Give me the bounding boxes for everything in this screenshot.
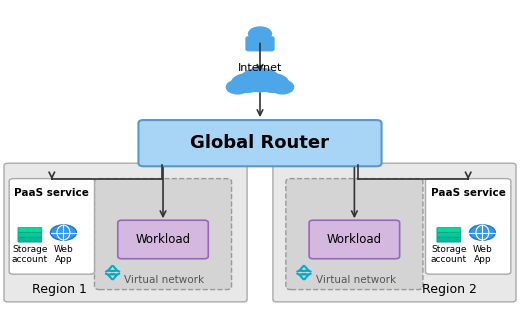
Text: Web
App: Web App (54, 245, 73, 264)
FancyBboxPatch shape (9, 179, 95, 274)
FancyBboxPatch shape (118, 220, 209, 259)
Circle shape (231, 74, 263, 92)
Text: PaaS service: PaaS service (431, 188, 505, 198)
Text: Workload: Workload (135, 233, 191, 246)
FancyBboxPatch shape (425, 179, 511, 274)
FancyBboxPatch shape (18, 238, 42, 242)
Circle shape (470, 225, 496, 240)
FancyBboxPatch shape (239, 82, 281, 91)
FancyBboxPatch shape (246, 37, 274, 51)
FancyBboxPatch shape (309, 220, 400, 259)
Text: Virtual network: Virtual network (316, 275, 396, 285)
Circle shape (249, 27, 271, 40)
FancyBboxPatch shape (4, 163, 247, 302)
Text: PaaS service: PaaS service (15, 188, 89, 198)
Text: Region 2: Region 2 (422, 283, 477, 296)
FancyBboxPatch shape (437, 238, 461, 242)
Text: Storage
account: Storage account (431, 245, 467, 264)
Circle shape (240, 68, 280, 92)
Text: Storage
account: Storage account (12, 245, 48, 264)
Circle shape (271, 80, 294, 94)
FancyBboxPatch shape (286, 179, 423, 290)
Text: Workload: Workload (327, 233, 382, 246)
FancyBboxPatch shape (138, 120, 382, 166)
Circle shape (50, 225, 76, 240)
Text: Region 1: Region 1 (32, 283, 87, 296)
FancyBboxPatch shape (95, 179, 231, 290)
Circle shape (257, 74, 289, 92)
Circle shape (226, 80, 249, 94)
Text: Web
App: Web App (473, 245, 492, 264)
Text: Internet: Internet (238, 63, 282, 73)
FancyBboxPatch shape (273, 163, 516, 302)
FancyBboxPatch shape (437, 233, 461, 237)
FancyBboxPatch shape (18, 233, 42, 237)
Text: Global Router: Global Router (190, 134, 330, 152)
FancyBboxPatch shape (437, 228, 461, 232)
FancyBboxPatch shape (18, 228, 42, 232)
Text: Virtual network: Virtual network (124, 275, 204, 285)
